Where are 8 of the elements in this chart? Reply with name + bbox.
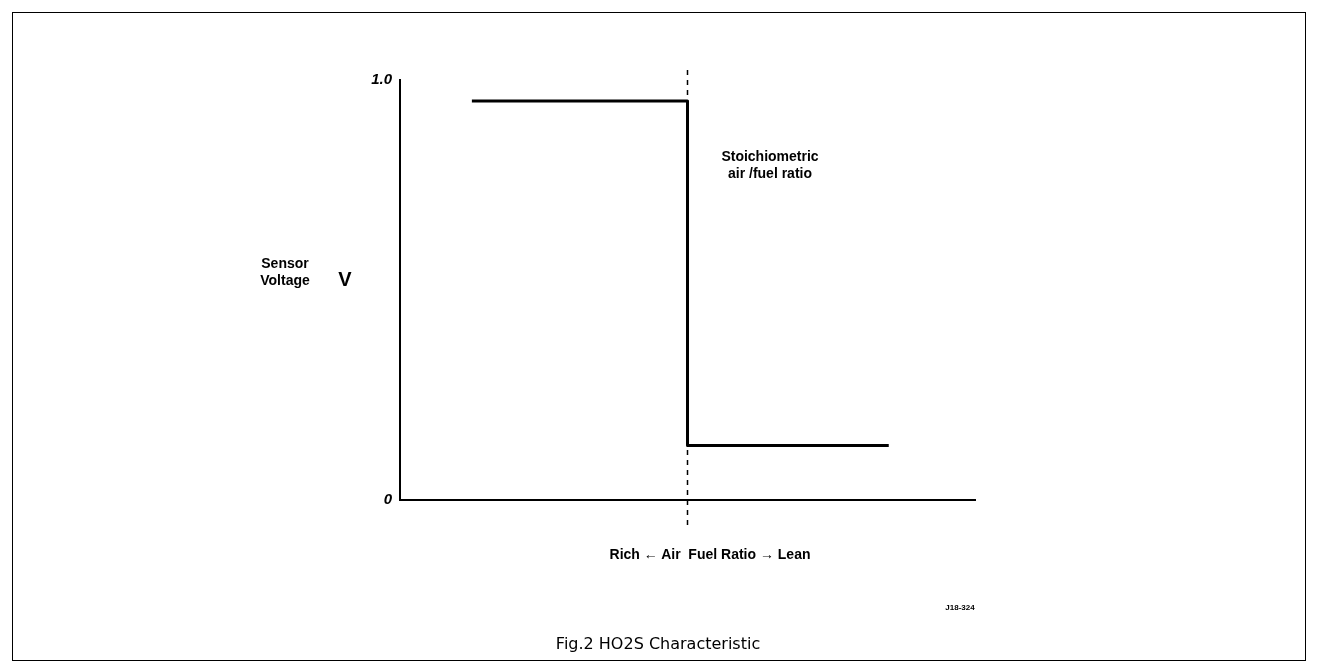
annotation: Stoichiometric air /fuel ratio [721,147,819,181]
y-tick-label: 1.0 [371,70,393,88]
y-tick-label: 0 [383,490,393,508]
text: Fig.2 HO2S Characteristic [555,634,761,654]
y-axis-title: Sensor Voltage [260,254,310,288]
text: V [338,267,353,290]
text: J18-324 [945,603,976,613]
x-axis-title: Rich ← Air Fuel Ratio → Lean [609,545,811,562]
